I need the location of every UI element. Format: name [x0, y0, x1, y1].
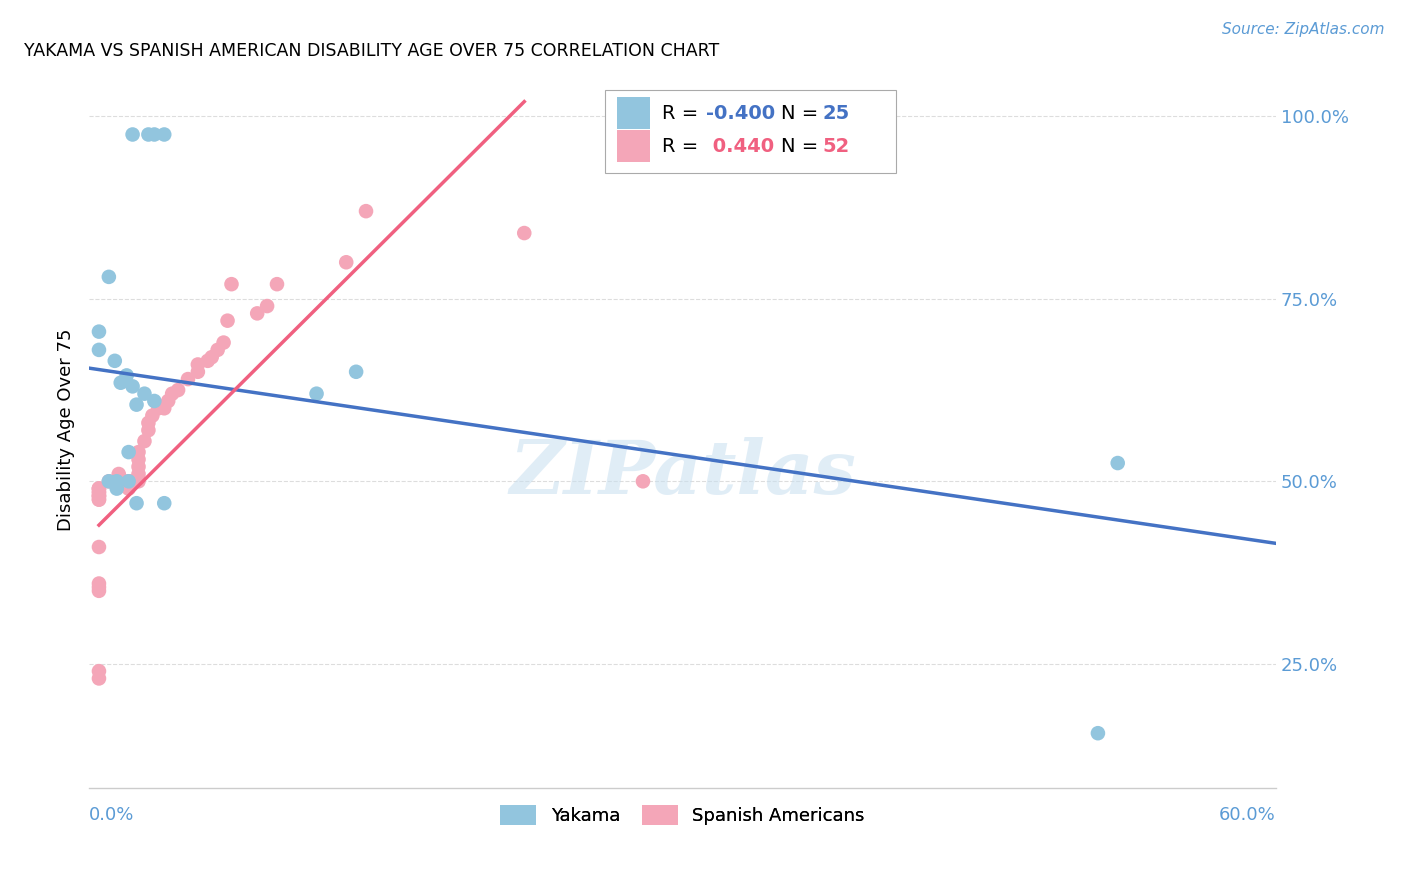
Point [305, 386, 328, 401]
Point [121, 379, 143, 393]
Text: 60.0%: 60.0% [1219, 806, 1277, 824]
Point [134, 386, 156, 401]
Point [87, 482, 110, 496]
Point [153, 128, 176, 142]
Point [87, 583, 110, 598]
Point [187, 365, 209, 379]
Point [128, 475, 150, 489]
Point [87, 492, 110, 507]
Text: -0.400: -0.400 [706, 103, 775, 123]
Point [128, 445, 150, 459]
Text: Source: ZipAtlas.com: Source: ZipAtlas.com [1222, 22, 1385, 37]
Point [87, 489, 110, 503]
Point [207, 343, 229, 357]
Point [266, 277, 288, 292]
Point [87, 482, 110, 496]
Text: ZIPatlas: ZIPatlas [509, 437, 856, 509]
Point [105, 475, 128, 489]
Point [128, 467, 150, 481]
Point [212, 335, 235, 350]
Point [197, 354, 219, 368]
Point [217, 313, 239, 327]
Text: 0.0%: 0.0% [89, 806, 135, 824]
Point [87, 672, 110, 686]
Point [148, 401, 170, 416]
Point [107, 467, 129, 481]
Point [87, 664, 110, 678]
Point [134, 434, 156, 449]
Point [117, 482, 139, 496]
Point [160, 386, 183, 401]
Point [115, 368, 138, 383]
Point [141, 409, 163, 423]
Point [87, 576, 110, 591]
Text: N =: N = [780, 103, 824, 123]
Point [246, 306, 269, 320]
Text: YAKAMA VS SPANISH AMERICAN DISABILITY AGE OVER 75 CORRELATION CHART: YAKAMA VS SPANISH AMERICAN DISABILITY AG… [24, 42, 718, 60]
Point [117, 445, 139, 459]
Point [87, 325, 110, 339]
Point [167, 383, 190, 397]
Point [125, 496, 148, 510]
Point [128, 459, 150, 474]
Point [117, 475, 139, 489]
Point [631, 475, 654, 489]
Point [143, 394, 166, 409]
Text: 25: 25 [823, 103, 849, 123]
Point [1087, 726, 1109, 740]
Point [157, 394, 180, 409]
FancyBboxPatch shape [617, 97, 651, 129]
Point [256, 299, 278, 313]
Point [138, 128, 160, 142]
Point [125, 398, 148, 412]
Point [87, 489, 110, 503]
Point [153, 401, 176, 416]
Point [201, 350, 224, 364]
Text: R =: R = [662, 103, 704, 123]
Point [344, 365, 367, 379]
Point [177, 372, 200, 386]
Legend: Yakama, Spanish Americans: Yakama, Spanish Americans [494, 797, 872, 832]
Point [87, 489, 110, 503]
Point [87, 482, 110, 496]
Point [138, 416, 160, 430]
Text: 52: 52 [823, 136, 849, 155]
Point [513, 226, 536, 240]
Point [87, 492, 110, 507]
Point [138, 423, 160, 437]
Text: 0.440: 0.440 [706, 136, 775, 155]
Point [87, 343, 110, 357]
Point [114, 475, 136, 489]
Text: R =: R = [662, 136, 704, 155]
Point [121, 475, 143, 489]
Point [97, 475, 120, 489]
FancyBboxPatch shape [617, 130, 651, 162]
Point [104, 354, 127, 368]
Point [117, 475, 139, 489]
Point [1107, 456, 1129, 470]
Point [354, 204, 377, 219]
Y-axis label: Disability Age Over 75: Disability Age Over 75 [58, 329, 75, 532]
FancyBboxPatch shape [606, 90, 896, 172]
Point [143, 128, 166, 142]
Point [153, 496, 176, 510]
Point [110, 376, 132, 390]
Point [87, 485, 110, 500]
Point [97, 475, 120, 489]
Point [335, 255, 357, 269]
Point [105, 482, 128, 496]
Point [97, 269, 120, 284]
Point [128, 452, 150, 467]
Text: N =: N = [780, 136, 824, 155]
Point [221, 277, 243, 292]
Point [87, 540, 110, 554]
Point [87, 580, 110, 594]
Point [187, 358, 209, 372]
Point [121, 128, 143, 142]
Point [87, 485, 110, 500]
